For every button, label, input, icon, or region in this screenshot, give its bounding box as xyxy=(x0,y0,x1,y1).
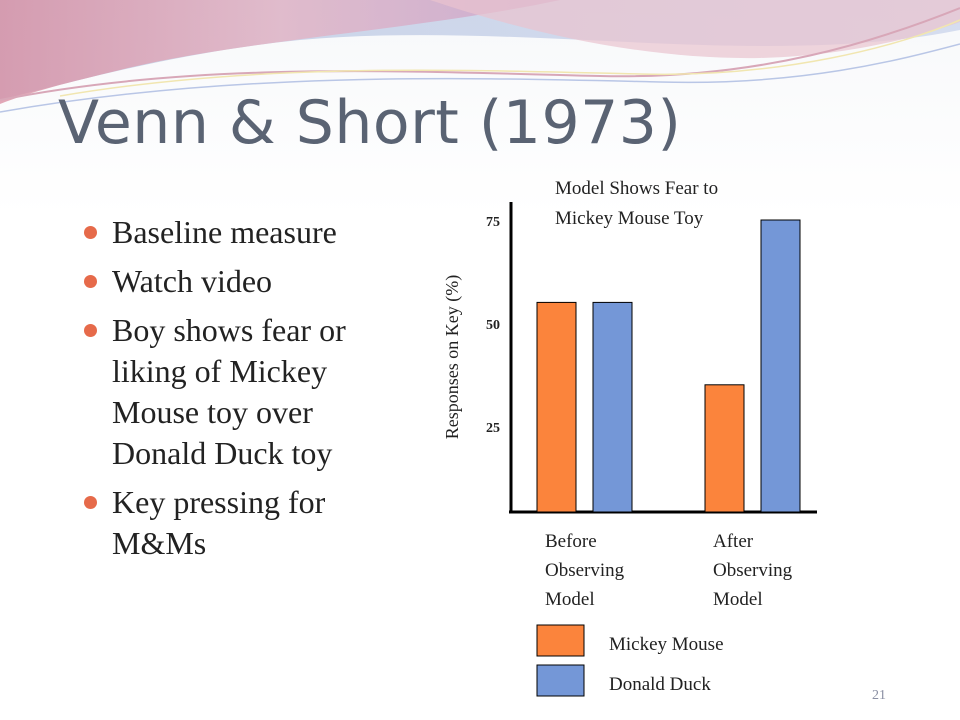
bullet-item: Key pressing for M&Ms xyxy=(84,482,384,564)
chart-title-line: Model Shows Fear to xyxy=(555,178,718,199)
x-category-label: Model xyxy=(713,589,763,610)
chart-title: Model Shows Fear to Mickey Mouse Toy xyxy=(555,178,718,229)
legend-swatch xyxy=(536,624,585,657)
page-number: 21 xyxy=(872,688,886,703)
y-tick-label: 75 xyxy=(486,215,500,230)
bullet-item: Boy shows fear or liking of Mickey Mouse… xyxy=(84,310,384,474)
x-category-label: Observing xyxy=(713,560,793,581)
bar-donald-duck xyxy=(760,219,801,513)
bar-mickey-mouse xyxy=(536,301,577,513)
y-axis-ticks: 25 50 75 xyxy=(486,215,500,436)
bar-donald-duck xyxy=(592,301,633,513)
decorative-banner xyxy=(0,0,960,113)
bullet-dot-icon xyxy=(84,275,97,288)
bullet-item: Watch video xyxy=(84,261,384,302)
bullet-dot-icon xyxy=(84,324,97,337)
legend-swatch xyxy=(536,664,585,697)
x-category-label: After xyxy=(713,531,754,552)
x-axis-categories: Before Observing Model After Observing Model xyxy=(545,531,793,610)
legend-label: Donald Duck xyxy=(609,674,711,695)
chart-title-line: Mickey Mouse Toy xyxy=(555,208,704,229)
slide-title: Venn & Short (1973) xyxy=(58,88,682,158)
bullet-text: Baseline measure xyxy=(112,214,337,250)
legend: Mickey Mouse Donald Duck xyxy=(536,624,724,697)
bullet-text: Key pressing for M&Ms xyxy=(112,484,326,561)
bullet-item: Baseline measure xyxy=(84,212,384,253)
x-category-label: Observing xyxy=(545,560,625,581)
bullet-text: Watch video xyxy=(112,263,273,299)
y-tick-label: 50 xyxy=(486,318,500,333)
x-category-label: Model xyxy=(545,589,595,610)
bullet-dot-icon xyxy=(84,496,97,509)
y-axis-label: Responses on Key (%) xyxy=(442,275,463,439)
legend-label: Mickey Mouse xyxy=(609,634,724,655)
bullet-text: Boy shows fear or liking of Mickey Mouse… xyxy=(112,312,346,471)
bullet-list: Baseline measure Watch video Boy shows f… xyxy=(84,212,384,572)
bar-mickey-mouse xyxy=(704,384,745,513)
bullet-dot-icon xyxy=(84,226,97,239)
bar-chart: Model Shows Fear to Mickey Mouse Toy Resp… xyxy=(442,178,817,697)
x-category-label: Before xyxy=(545,531,597,552)
y-tick-label: 25 xyxy=(486,421,500,436)
bars xyxy=(536,219,801,513)
